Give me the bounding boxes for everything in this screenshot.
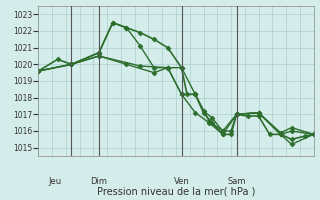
Text: Dim: Dim xyxy=(91,177,108,186)
Text: Jeu: Jeu xyxy=(48,177,61,186)
Text: Pression niveau de la mer( hPa ): Pression niveau de la mer( hPa ) xyxy=(97,186,255,196)
Text: Sam: Sam xyxy=(227,177,246,186)
Text: Ven: Ven xyxy=(174,177,189,186)
